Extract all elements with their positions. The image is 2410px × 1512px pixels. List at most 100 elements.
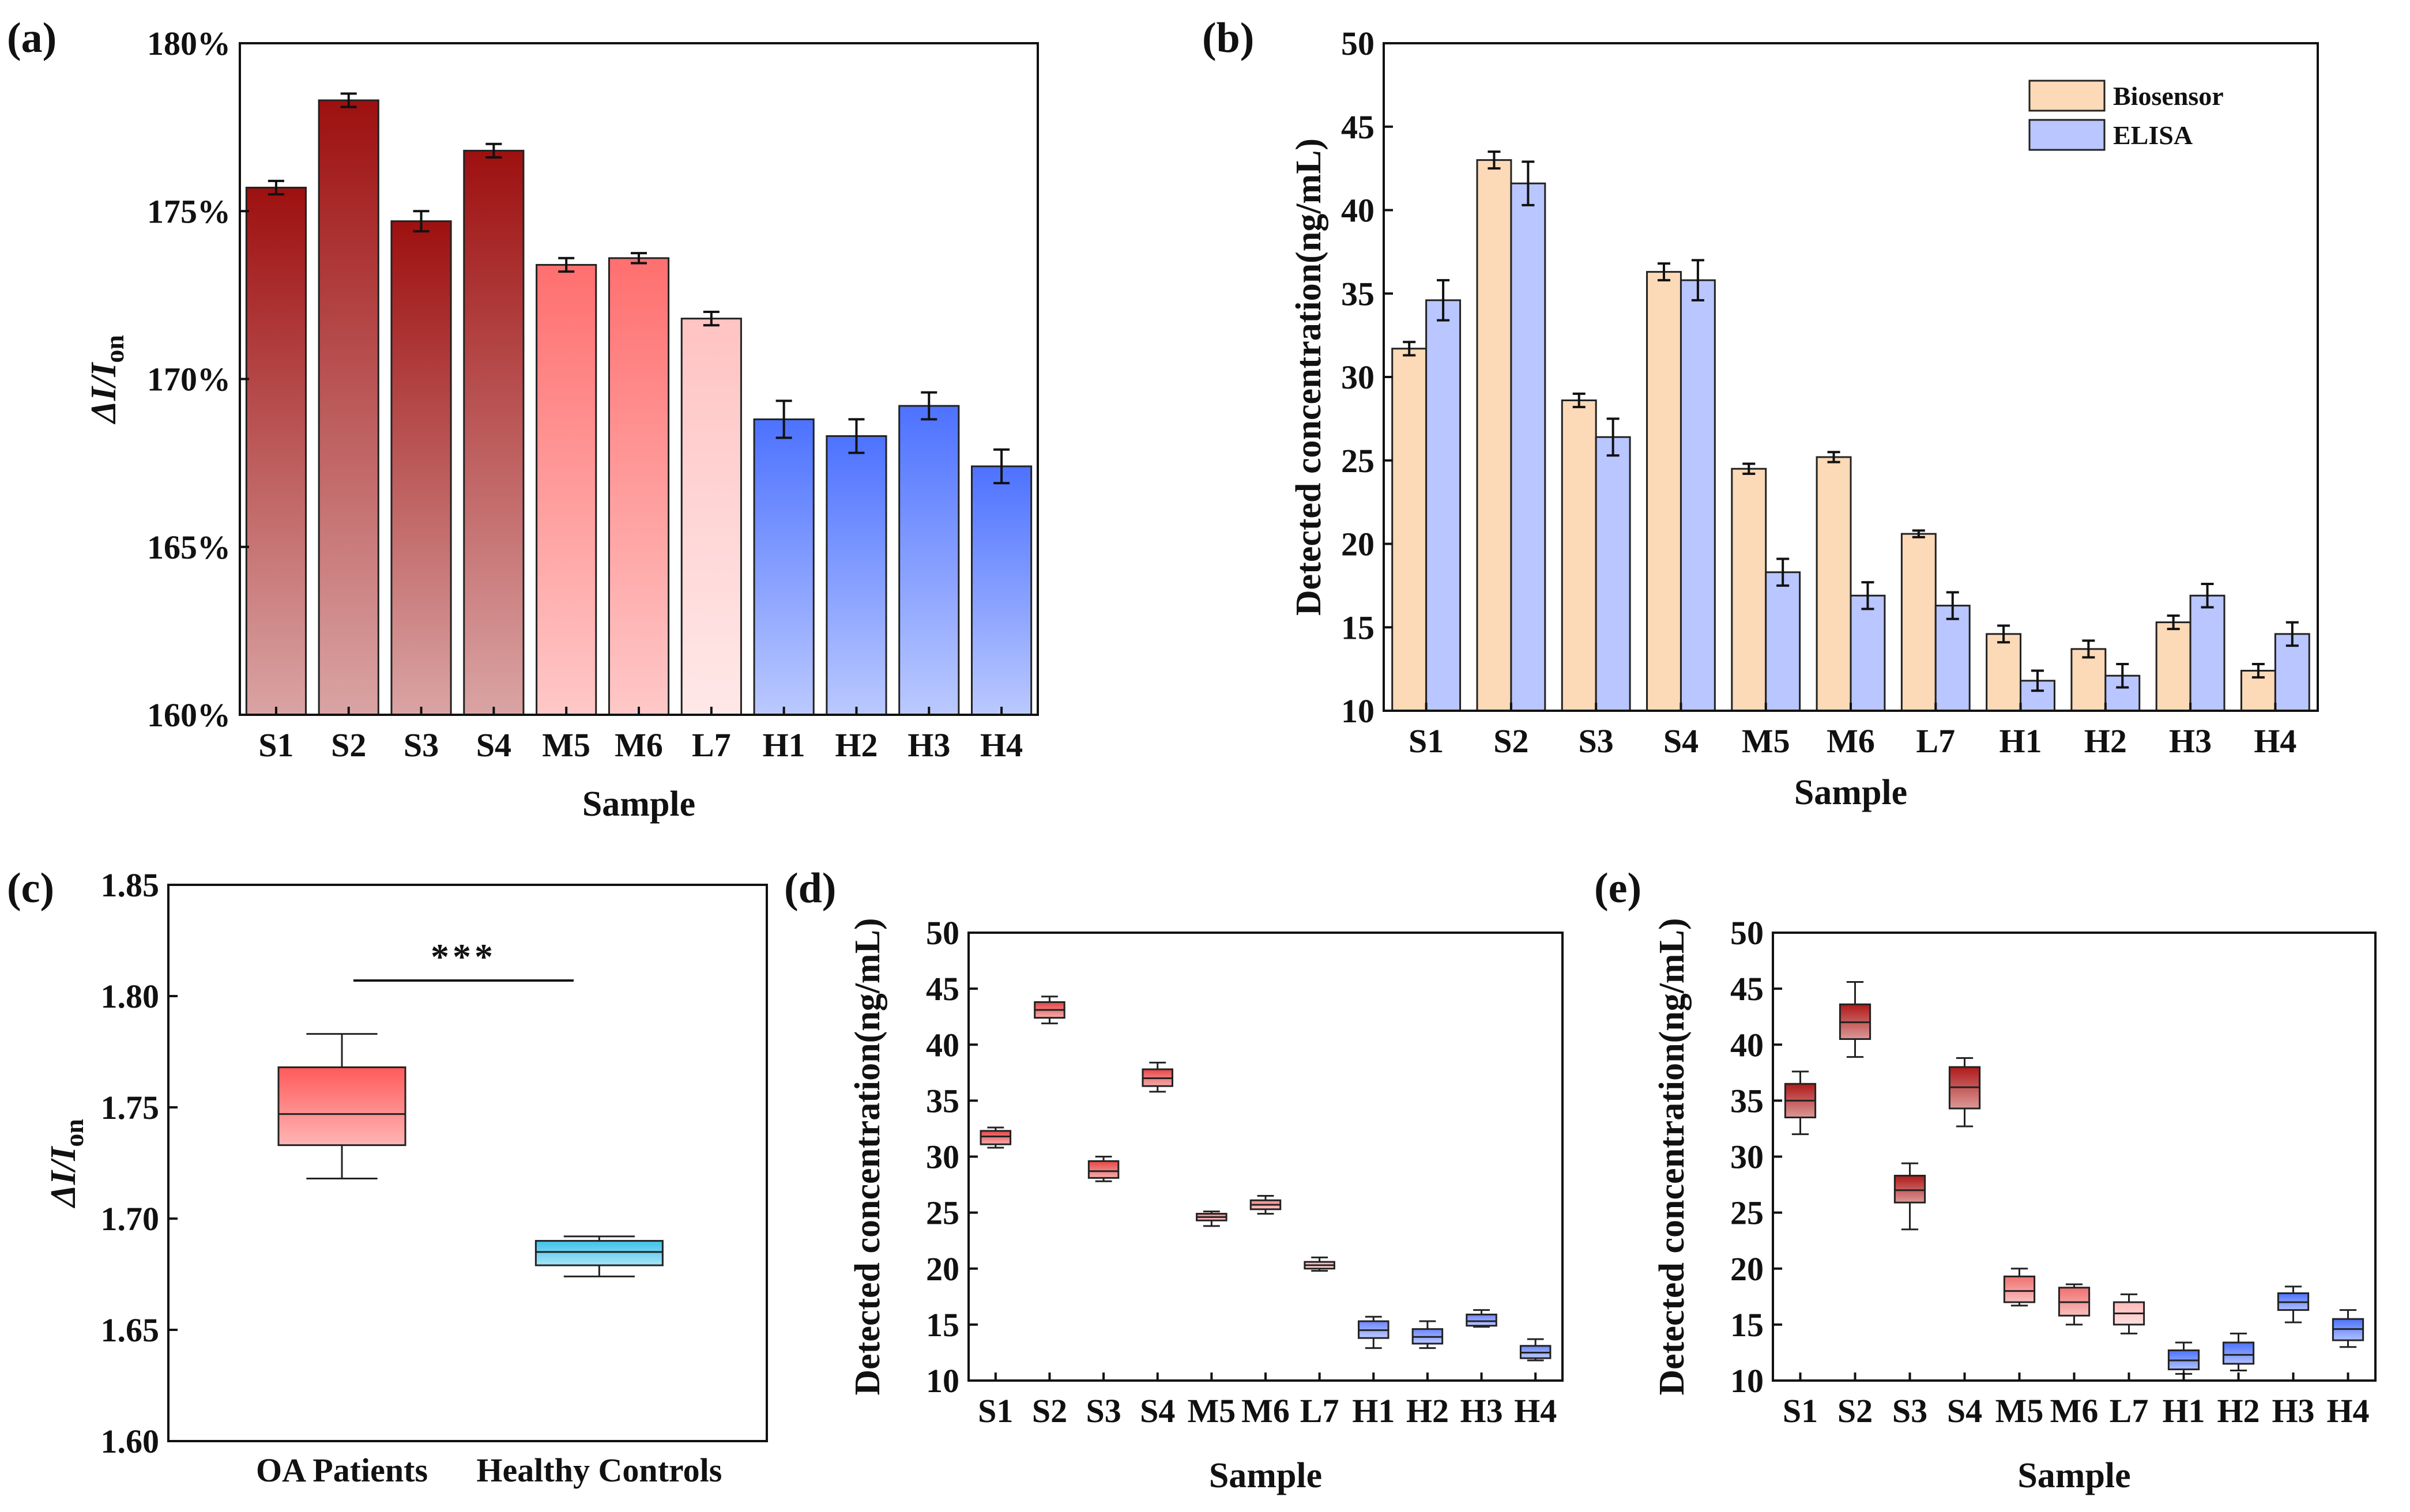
bar-biosensor	[1561, 399, 1597, 712]
plot-frame	[967, 932, 1564, 1382]
x-tick-label: H1	[763, 726, 805, 764]
x-tick-label: M5	[1995, 1392, 2044, 1430]
bar-biosensor	[1476, 159, 1512, 712]
y-tick-label: 10	[1341, 692, 1375, 730]
bar	[463, 149, 525, 716]
panel-d: (d) 10 15 20 25 30 35 40 45 50 S1 S2 S3 S4 M5 M6 L7 H1 H2 H…	[784, 865, 1564, 1495]
x-tick-label: L7	[1300, 1392, 1339, 1430]
x-tick-label: S3	[404, 726, 439, 764]
x-tick-label: H4	[2326, 1392, 2369, 1430]
x-tick-label: S3	[1892, 1392, 1927, 1430]
bar	[318, 99, 379, 716]
bar-biosensor	[1816, 456, 1852, 712]
panel-label: (e)	[1594, 865, 1641, 912]
bar-biosensor	[1646, 271, 1682, 712]
y-tick-label: 30	[1730, 1138, 1764, 1176]
y-tick-label: 50	[1341, 25, 1375, 62]
y-tick-label: 40	[1341, 192, 1375, 229]
x-tick-label: S4	[1140, 1392, 1175, 1430]
x-tick-label: L7	[2110, 1392, 2149, 1430]
panel-label: (b)	[1202, 14, 1254, 62]
y-tick-label: 25	[926, 1194, 959, 1232]
legend: Biosensor ELISA	[2028, 80, 2224, 151]
x-tick-label: H3	[907, 726, 950, 764]
bar-elisa	[1680, 279, 1716, 712]
bar-elisa	[2189, 594, 2226, 712]
x-tick-label: S3	[1086, 1392, 1121, 1430]
y-axis-title-main: ΔI/I	[44, 1146, 83, 1209]
y-axis-title-sub: on	[100, 335, 129, 363]
y-axis-title: ΔI/Ion	[44, 1119, 89, 1209]
y-tick-label: 10	[1730, 1362, 1764, 1400]
bar-elisa	[1510, 182, 1546, 712]
x-tick-label: H2	[835, 726, 878, 764]
bar	[608, 257, 670, 716]
x-tick-label: Healthy Controls	[476, 1451, 722, 1489]
panel-e: (e) 10 15 20 25 30 35 40 45 50 S1 S2 S3 S4 M5 M6 L7 H1 H2 H…	[1594, 865, 2377, 1495]
x-tick-label: M6	[1241, 1392, 1290, 1430]
y-tick-label: 40	[1730, 1026, 1764, 1064]
x-tick-label: L7	[692, 726, 731, 764]
x-tick-label: L7	[1916, 722, 1955, 760]
bar-elisa	[1425, 299, 1462, 712]
bar	[680, 318, 742, 716]
x-tick-label: H3	[2169, 722, 2212, 760]
x-tick-label: H1	[1999, 722, 2042, 760]
x-tick-label: S2	[1837, 1392, 1873, 1430]
bar-biosensor	[2155, 621, 2191, 712]
x-tick-label: S1	[1409, 722, 1444, 760]
y-tick-label: 1.60	[101, 1423, 160, 1460]
legend-label: Biosensor	[2113, 81, 2224, 111]
bar	[753, 418, 815, 716]
x-tick-label: H4	[1514, 1392, 1557, 1430]
y-axis-title-main: ΔI/I	[84, 362, 123, 425]
y-tick-label: 15	[1341, 609, 1375, 646]
bar-biosensor	[1900, 533, 1937, 712]
x-tick-label: S4	[1947, 1392, 1982, 1430]
y-tick-label: 20	[1730, 1250, 1764, 1288]
bar-elisa	[1850, 594, 1886, 712]
y-tick-label: 1.85	[101, 866, 160, 904]
panel-b: (b) 10 15 20 25 30 35 40 45 50 S1 S2 S3 S4 M5 M6 L7 H1 H2 H…	[1202, 14, 2319, 812]
x-tick-label: S2	[1032, 1392, 1067, 1430]
x-tick-label: H4	[980, 726, 1023, 764]
y-tick-label: 180%	[147, 25, 231, 62]
x-tick-label: S1	[258, 726, 293, 764]
bar-biosensor	[1731, 467, 1767, 712]
x-axis-title: Sample	[1209, 1456, 1322, 1495]
x-tick-label: S1	[978, 1392, 1013, 1430]
box	[534, 1240, 664, 1266]
y-tick-label: 10	[926, 1362, 959, 1400]
box	[2222, 1341, 2255, 1365]
panel-a: (a) 160% 165% 170% 175% 180% S1 S2 S3 S4 M5 M6 L7 H1 H…	[7, 14, 1039, 824]
y-tick-label: 1.80	[101, 978, 160, 1015]
y-tick-label: 160%	[147, 696, 231, 734]
panel-c: (c) 1.60 1.65 1.70 1.75 1.80 1.85 OA Patients He…	[7, 865, 768, 1489]
panel-label: (a)	[7, 14, 57, 62]
y-tick-label: 175%	[147, 193, 231, 230]
y-tick-label: 35	[1730, 1082, 1764, 1119]
x-tick-label: H3	[1460, 1392, 1503, 1430]
x-tick-label: M5	[1742, 722, 1790, 760]
bar	[245, 186, 307, 716]
x-tick-label: H1	[2162, 1392, 2205, 1430]
bar	[971, 465, 1033, 716]
y-tick-label: 25	[1730, 1194, 1764, 1232]
bar-elisa	[1765, 571, 1801, 712]
x-tick-label: S4	[1663, 722, 1699, 760]
y-tick-label: 45	[1730, 970, 1764, 1008]
x-tick-label: OA Patients	[256, 1451, 428, 1489]
x-tick-label: H2	[1406, 1392, 1449, 1430]
bar	[390, 220, 452, 716]
y-tick-label: 45	[926, 970, 959, 1008]
panel-label: (c)	[7, 865, 54, 912]
x-tick-label: H2	[2217, 1392, 2260, 1430]
x-tick-label: S2	[1493, 722, 1528, 760]
x-axis-title: Sample	[582, 785, 695, 824]
legend-swatch	[2028, 119, 2106, 151]
y-tick-label: 170%	[147, 361, 231, 398]
panel-label: (d)	[784, 865, 836, 912]
box	[1466, 1313, 1497, 1327]
y-tick-label: 1.70	[101, 1200, 160, 1238]
